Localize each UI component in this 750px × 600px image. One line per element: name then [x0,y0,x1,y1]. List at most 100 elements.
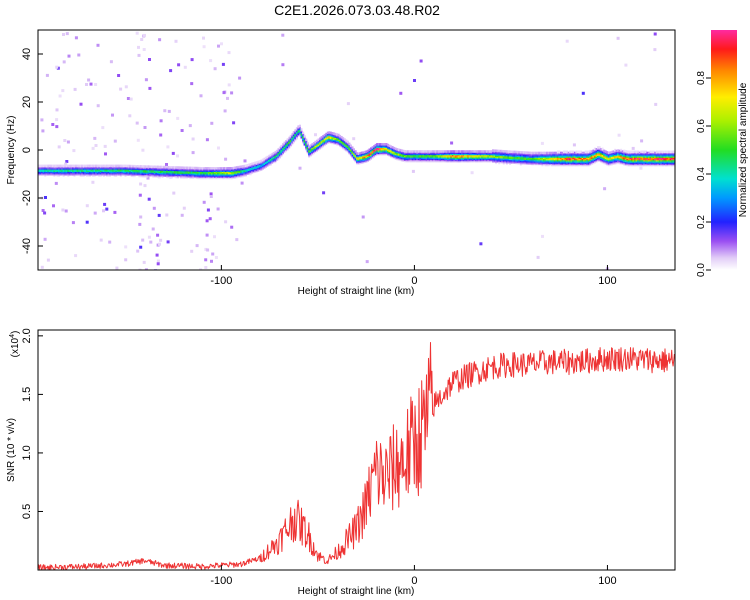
spectrogram-noise-cell [101,126,105,130]
spectrogram-noise-cell [640,139,644,143]
spectrogram-ridge-cell [624,150,627,153]
spectrogram-ridge-cell [397,148,400,152]
spectrogram-noise-cell [541,234,544,238]
spectrogram-noise-cell [224,220,228,224]
spectrogram-noise-cell [217,146,220,150]
spectrogram-ridge-cell [416,150,419,153]
spectrogram-ridge-cell [58,164,61,168]
spectrogram-ridge-cell [669,150,672,154]
spectrogram-noise-cell [243,159,247,163]
spectrogram-ridge-cell [640,150,643,154]
spectrogram-ridge-cell [229,167,232,170]
spectrogram-ridge-cell [592,149,595,153]
spectrogram-ridge-cell [158,165,161,169]
spectrogram-ridge-cell [112,164,115,168]
spectrogram-noise-cell [654,102,658,106]
spectrogram-ridge-cell [461,150,464,153]
spectrogram-noise-cell [165,163,168,166]
spectrogram-ridge-cell [234,166,237,170]
spectrogram-ridge-cell [485,150,488,153]
spectrogram-noise-cell [136,249,140,253]
snr-x-ticks: -100 0 100 [210,565,617,587]
spectrogram-noise-cell [72,149,76,153]
spectrogram-ridge-cell [365,150,368,153]
spectrogram-ridge-cell [258,160,261,163]
spectrogram-ridge-cell [144,165,147,168]
spectrogram-ridge-cell [505,150,508,153]
spectrogram-ridge-cell [73,164,76,168]
spectrogram-noise-cell [202,45,206,49]
spectrogram-noise-cell [165,213,169,217]
spectrogram-noise-cell [115,266,119,270]
spectrogram-noise-cell [230,91,234,95]
spectrogram-ridge-cell [587,150,590,154]
spectrogram-ridge-cell [339,134,342,138]
spectrogram-noise-cell [43,237,47,241]
spectrogram-ridge-cell [320,136,323,139]
spectrogram-ridge-cell [482,150,485,153]
spectrogram-ridge-cell [156,165,159,169]
spectrogram-panel: -100 0 100 -40 -20 0 20 40 Height of straight … [6,29,676,297]
spectrogram-ridge-cell [672,150,675,154]
spectrogram-ridge-cell [566,150,569,154]
spectrogram-noise-cell [156,262,160,266]
spectrogram-ridge-cell [75,164,78,168]
spectrogram-ridge-cell [447,150,450,153]
spectrogram-ridge-cell [430,150,433,153]
spectrogram-ridge-cell [305,138,308,142]
spectrogram-ridge-cell [214,167,216,170]
spectrogram-ridge-cell [502,150,505,153]
spectrogram-ridge-cell [132,164,135,168]
spectrogram-ridge-cell [93,164,96,168]
spectrogram-ridge-cell [107,164,110,168]
spectrogram-ridge-cell [272,151,275,155]
spectrogram-ridge-cell [207,167,210,170]
spectrogram-ridge-cell [334,132,337,136]
spectrogram-ridge-cell [651,150,654,154]
spectrogram-ridge-cell [655,150,658,154]
spectrogram-noise-cell [156,259,160,263]
spectrogram-ridge-cell [600,148,603,151]
spectrogram-ridge-cell [533,151,536,155]
spectrogram-ridge-cell [450,150,453,153]
spectrogram-ridge-cell [400,149,403,152]
spectrogram-ridge-cell [623,149,626,153]
spectrogram-noise-cell [536,255,540,259]
spectrogram-ridge-cell [666,150,669,154]
spectrogram-noise-cell [346,102,350,106]
spectrogram-ridge-cell [61,164,64,168]
snr-x-tick-label: 100 [598,575,616,587]
spectrogram-ridge-cell [115,164,118,168]
spectrogram-ridge-cell [635,150,638,154]
spectrogram-ridge-cell [475,150,477,153]
spectrogram-noise-cell [616,36,620,40]
colorbar: 0.0 0.2 0.4 0.6 0.8 Normalized spectral ampl… [696,30,749,277]
spectrogram-ridge-cell [312,142,315,145]
spectrogram-ridge-cell [660,150,663,154]
spectrogram-noise-cell [190,82,194,86]
colorbar-tick-label: 0.2 [696,215,707,229]
spectrogram-ridge-cell [306,142,309,145]
spectrogram-ridge-cell [394,147,397,151]
spectrogram-noise-cell [281,63,285,67]
spectrogram-noise-cell [52,204,55,208]
spectrogram-ridge-cell [261,158,264,162]
spectrogram-noise-cell [227,83,231,87]
spectrogram-noise-cell [180,213,184,217]
spectrogram-noise-cell [109,60,113,64]
spectrogram-noise-cell [182,206,186,210]
spectrogram-ridge-cell [200,167,203,170]
spectrogram-noise-cell [77,53,81,57]
spectrogram-noise-cell [235,238,239,242]
spectrogram-ridge-cell [529,151,532,155]
spectrogram-ridge-cell [231,167,233,170]
spectrogram-ridge-cell [218,167,221,170]
spectrogram-noise-cell [206,248,210,252]
spectrogram-noise-cell [104,152,107,156]
spectrogram-ridge-cell [547,151,550,155]
spectrogram-noise-cell [41,129,45,133]
spectrogram-ridge-cell [467,150,470,153]
spectrogram-ridge-cell [285,140,288,143]
spectrogram-noise-cell [209,195,213,198]
spectrogram-ridge-cell [48,164,51,168]
